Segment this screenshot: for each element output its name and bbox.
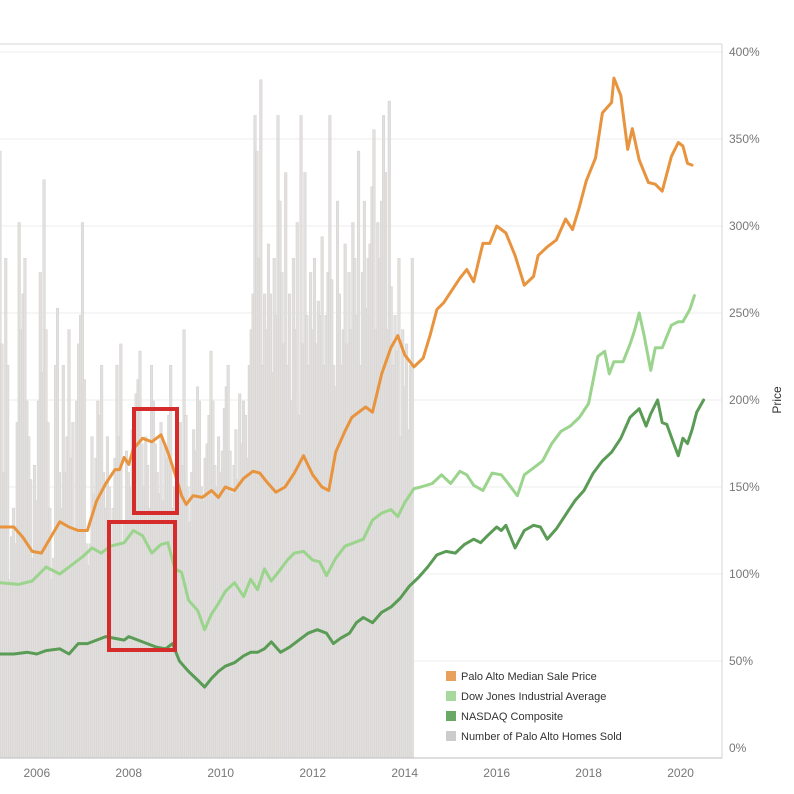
x-tick-label: 2006 <box>23 766 50 780</box>
y-tick-label: 400% <box>729 45 760 59</box>
dow-jones-line <box>0 294 696 632</box>
price-lines <box>0 76 706 689</box>
x-tick-label: 2016 <box>483 766 510 780</box>
legend-background <box>440 666 660 746</box>
y-axis-title: Price <box>770 386 784 414</box>
legend-label: Palo Alto Median Sale Price <box>461 671 597 683</box>
y-tick-label: 350% <box>729 132 760 146</box>
homes-sold-bar <box>410 258 414 759</box>
y-tick-label: 300% <box>729 219 760 233</box>
nasdaq-line <box>0 398 706 689</box>
legend-swatch <box>446 691 456 701</box>
homes-sold-bars <box>0 79 414 759</box>
y-tick-label: 200% <box>729 393 760 407</box>
y-tick-label: 50% <box>729 654 753 668</box>
x-tick-label: 2008 <box>115 766 142 780</box>
y-tick-label: 0% <box>729 741 747 755</box>
x-tick-label: 2012 <box>299 766 326 780</box>
highlight-box-dow-drop <box>107 520 177 652</box>
legend-swatch <box>446 711 456 721</box>
y-axis-ticks: 0% 50% 100% 150% 200% 250% 300% 350% 400% <box>729 45 760 755</box>
x-tick-label: 2010 <box>207 766 234 780</box>
sale-price-line <box>0 76 694 555</box>
legend-items: Palo Alto Median Sale Price Dow Jones Ind… <box>446 671 622 743</box>
legend-label: NASDAQ Composite <box>461 711 563 723</box>
y-tick-label: 150% <box>729 480 760 494</box>
legend-label: Dow Jones Industrial Average <box>461 691 606 703</box>
legend-label: Number of Palo Alto Homes Sold <box>461 731 622 743</box>
x-tick-label: 2014 <box>391 766 418 780</box>
legend: Palo Alto Median Sale Price Dow Jones Ind… <box>440 666 660 746</box>
x-tick-label: 2018 <box>575 766 602 780</box>
legend-swatch <box>446 731 456 741</box>
y-tick-label: 100% <box>729 567 760 581</box>
highlight-box-sale-price-drop <box>132 407 179 515</box>
x-axis-ticks: 2006 2008 2010 2012 2014 2016 2018 2020 <box>23 766 694 780</box>
legend-swatch <box>446 671 456 681</box>
y-tick-label: 250% <box>729 306 760 320</box>
x-tick-label: 2020 <box>667 766 694 780</box>
